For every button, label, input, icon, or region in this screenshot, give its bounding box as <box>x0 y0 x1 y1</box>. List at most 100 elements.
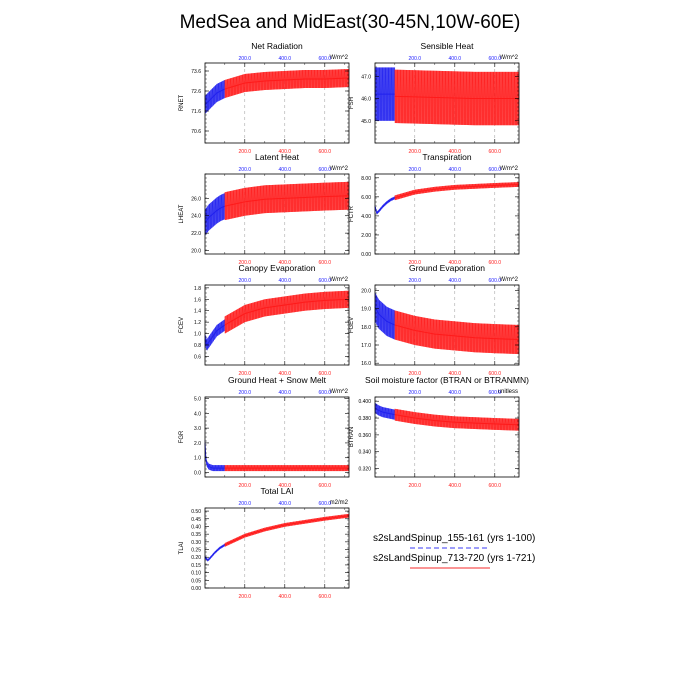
y-tick-label: 2.0 <box>194 441 201 447</box>
series-mean-red <box>394 183 520 199</box>
x-top-tick-label: 200.0 <box>239 278 252 284</box>
plot-frame <box>374 396 520 478</box>
x-bottom-tick-label: 200.0 <box>239 260 252 266</box>
x-bottom-tick-label: 400.0 <box>279 594 292 600</box>
panel-title: Latent Heat <box>255 152 300 162</box>
y-axis-label: RNET <box>179 95 185 112</box>
panel-units: unitless <box>498 389 518 395</box>
y-axis-label: FSH <box>349 97 355 109</box>
series-mean-red <box>224 195 350 207</box>
y-tick-label: 47.0 <box>361 74 371 80</box>
series-red <box>394 310 520 355</box>
y-axis-label: FGEV <box>349 317 355 333</box>
y-tick-label: 0.10 <box>191 571 201 577</box>
x-top-tick-label: 200.0 <box>239 167 252 173</box>
x-top-tick-label: 400.0 <box>449 56 462 62</box>
series-blue <box>204 319 226 351</box>
x-bottom-tick-label: 200.0 <box>239 483 252 489</box>
y-tick-label: 0.0 <box>194 471 201 477</box>
x-top-tick-label: 400.0 <box>279 56 292 62</box>
y-tick-label: 6.00 <box>361 195 371 201</box>
panel-units: W/m^2 <box>500 277 519 283</box>
series-blue <box>204 543 226 562</box>
y-tick-label: 0.15 <box>191 563 201 569</box>
y-tick-label: 4.00 <box>361 214 371 220</box>
y-tick-label: 1.0 <box>194 332 201 338</box>
x-bottom-tick-label: 400.0 <box>279 371 292 377</box>
legend-entry-run1: s2sLandSpinup_155-161 (yrs 1-100) <box>373 533 535 544</box>
chart-panels: Net Radiation W/m^2 RNET 70.6 71.6 72.6 73.6 20… <box>179 41 529 600</box>
x-top-tick-label: 200.0 <box>239 390 252 396</box>
y-tick-label: 72.6 <box>191 89 201 95</box>
y-tick-label: 5.0 <box>194 396 201 402</box>
x-bottom-tick-label: 600.0 <box>319 483 332 489</box>
plot-frame <box>204 507 350 589</box>
y-tick-label: 0.30 <box>191 540 201 546</box>
x-bottom-tick-label: 400.0 <box>279 260 292 266</box>
series-red <box>224 465 350 472</box>
y-tick-label: 0.40 <box>191 524 201 530</box>
chart-panel-fctr: Transpiration W/m^2 FCTR 0.00 2.00 4.00 6.00 8.… <box>349 152 520 266</box>
y-tick-label: 20.0 <box>191 249 201 255</box>
chart-panel-btran: Soil moisture factor (BTRAN or BTRANMN) u… <box>349 375 529 489</box>
x-bottom-tick-label: 200.0 <box>239 371 252 377</box>
series-mean-blue <box>374 306 396 326</box>
y-tick-label: 0.00 <box>191 586 201 592</box>
y-tick-label: 19.0 <box>361 307 371 313</box>
y-tick-label: 0.360 <box>358 433 371 439</box>
x-bottom-tick-label: 600.0 <box>319 260 332 266</box>
panel-title: Sensible Heat <box>421 41 475 51</box>
y-tick-label: 73.6 <box>191 69 201 75</box>
x-top-tick-label: 400.0 <box>279 278 292 284</box>
y-axis-label: FCTR <box>349 205 355 222</box>
y-tick-label: 0.320 <box>358 467 371 473</box>
y-tick-label: 46.0 <box>361 97 371 103</box>
series-mean-blue <box>374 407 395 416</box>
y-tick-label: 18.0 <box>361 325 371 331</box>
chart-panel-fgev: Ground Evaporation W/m^2 FGEV 16.0 17.0 18.0 1… <box>349 263 520 377</box>
y-tick-label: 1.2 <box>194 320 201 326</box>
x-top-tick-label: 200.0 <box>239 56 252 62</box>
x-top-tick-label: 600.0 <box>319 501 332 507</box>
y-axis-label: FGR <box>179 430 185 443</box>
y-tick-label: 0.00 <box>361 252 371 258</box>
series-red <box>224 181 350 221</box>
x-bottom-tick-label: 200.0 <box>239 594 252 600</box>
y-tick-label: 0.50 <box>191 509 201 515</box>
panel-title: Ground Evaporation <box>409 263 485 273</box>
series-blue <box>204 439 226 472</box>
y-tick-label: 70.6 <box>191 129 201 135</box>
series-blue <box>374 196 396 215</box>
x-bottom-tick-label: 400.0 <box>449 483 462 489</box>
y-tick-label: 0.25 <box>191 548 201 554</box>
x-bottom-tick-label: 600.0 <box>489 149 502 155</box>
series-mean-blue <box>204 324 226 346</box>
x-top-tick-label: 200.0 <box>409 167 422 173</box>
y-axis-label: FCEV <box>179 317 185 333</box>
panel-title: Ground Heat + Snow Melt <box>228 375 327 385</box>
y-tick-label: 1.8 <box>194 286 201 292</box>
x-bottom-tick-label: 400.0 <box>449 260 462 266</box>
series-mean-blue <box>204 205 226 223</box>
legend: s2sLandSpinup_155-161 (yrs 1-100) s2sLan… <box>373 533 535 569</box>
x-bottom-tick-label: 400.0 <box>279 483 292 489</box>
series-blue <box>204 193 226 236</box>
x-bottom-tick-label: 600.0 <box>489 483 502 489</box>
x-bottom-tick-label: 600.0 <box>319 371 332 377</box>
x-top-tick-label: 400.0 <box>449 167 462 173</box>
series-red <box>224 290 350 334</box>
y-tick-label: 16.0 <box>361 361 371 367</box>
series-blue <box>374 292 396 340</box>
y-axis-label: BTRAN <box>349 427 355 447</box>
series-blue <box>204 79 226 114</box>
series-blue <box>374 402 396 420</box>
panel-units: W/m^2 <box>500 55 519 61</box>
series-red <box>394 182 520 201</box>
x-bottom-tick-label: 400.0 <box>449 371 462 377</box>
x-bottom-tick-label: 600.0 <box>319 149 332 155</box>
chart-panel-rnet: Net Radiation W/m^2 RNET 70.6 71.6 72.6 73.6 20… <box>179 41 350 155</box>
x-bottom-tick-label: 200.0 <box>409 371 422 377</box>
y-tick-label: 20.0 <box>361 288 371 294</box>
x-top-tick-label: 200.0 <box>409 278 422 284</box>
